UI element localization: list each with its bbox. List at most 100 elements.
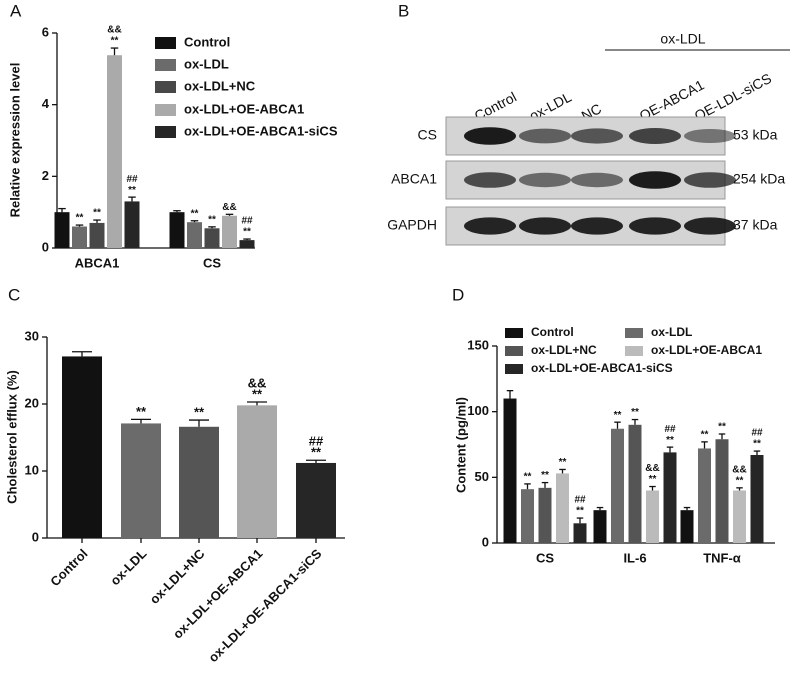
significance-mark: ** (576, 506, 584, 517)
legend-swatch (625, 346, 643, 356)
band (684, 172, 736, 188)
size-label: 53 kDa (733, 127, 778, 143)
lane-label: OE-LDL-siCS (692, 70, 774, 124)
band (571, 172, 623, 188)
bar (611, 428, 624, 543)
bar (121, 423, 161, 538)
band (464, 217, 516, 235)
bar (573, 523, 587, 543)
x-tick-label: TNF-α (703, 550, 741, 565)
bar (222, 215, 237, 248)
bar (646, 490, 659, 543)
significance-mark: ** (128, 185, 136, 196)
bar (593, 510, 607, 543)
significance-mark: ## (241, 216, 253, 227)
significance-mark: ** (631, 407, 639, 418)
band (571, 128, 623, 144)
legend-label: ox-LDL+OE-ABCA1-siCS (531, 361, 673, 375)
significance-mark: && (732, 464, 746, 475)
x-tick-label: CS (203, 255, 221, 270)
y-tick-label: 0 (32, 529, 39, 544)
bar (698, 448, 711, 543)
band (464, 127, 516, 145)
bar (124, 201, 140, 248)
protein-label: GAPDH (387, 217, 437, 233)
band (571, 217, 623, 235)
legend-swatch (505, 328, 523, 338)
significance-mark: ## (751, 428, 763, 439)
band (464, 172, 516, 188)
y-tick-label: 100 (467, 403, 489, 418)
significance-mark: ** (736, 475, 744, 486)
x-tick-label: CS (536, 550, 554, 565)
y-tick-label: 0 (482, 534, 489, 549)
band (519, 128, 571, 144)
significance-mark: ** (136, 404, 147, 419)
significance-mark: ## (664, 424, 676, 435)
bar (628, 424, 642, 543)
y-tick-label: 4 (42, 96, 50, 111)
bar (521, 489, 534, 543)
significance-mark: && (107, 25, 121, 36)
legend-swatch (625, 328, 643, 338)
legend-label: ox-LDL (651, 325, 692, 339)
bar (187, 222, 202, 248)
y-tick-label: 50 (475, 469, 489, 484)
protein-label: ABCA1 (391, 171, 437, 187)
legend-swatch (155, 104, 176, 116)
legend-label: Control (184, 34, 230, 49)
bar (204, 228, 220, 248)
legend-label: ox-LDL+OE-ABCA1 (184, 101, 304, 116)
legend-label: ox-LDL+OE-ABCA1-siCS (184, 123, 338, 138)
band (629, 171, 681, 189)
significance-mark: ** (524, 472, 532, 483)
significance-mark: ** (614, 410, 622, 421)
y-tick-label: 20 (25, 395, 39, 410)
y-tick-label: 6 (42, 24, 49, 39)
band (519, 217, 571, 235)
significance-mark: ## (126, 174, 138, 185)
legend-swatch (155, 126, 176, 138)
bar (62, 356, 102, 538)
y-tick-label: 150 (467, 337, 489, 352)
significance-mark: ** (76, 213, 84, 224)
significance-mark: ** (243, 227, 251, 238)
bar (239, 240, 255, 248)
panel-label: B (398, 1, 409, 20)
band (684, 217, 736, 235)
bar (680, 510, 694, 543)
significance-mark: ** (194, 405, 205, 420)
x-tick-label: Control (47, 546, 90, 589)
y-tick-label: 30 (25, 328, 39, 343)
y-axis-label: Content (pg/ml) (453, 397, 468, 493)
legend-swatch (155, 59, 176, 71)
significance-mark: && (248, 375, 267, 390)
x-tick-label: ABCA1 (75, 255, 120, 270)
x-tick-label: ox-LDL (107, 546, 149, 588)
bar (750, 455, 764, 543)
legend-label: Control (531, 325, 574, 339)
significance-mark: ** (311, 445, 322, 460)
significance-mark: ** (718, 422, 726, 433)
panel-label: D (452, 285, 464, 304)
group-label: ox-LDL (660, 31, 705, 47)
band (629, 217, 681, 235)
bar (179, 426, 219, 538)
significance-mark: ** (559, 457, 567, 468)
bar (169, 212, 185, 248)
significance-mark: ** (701, 430, 709, 441)
legend-label: ox-LDL+NC (531, 343, 597, 357)
significance-mark: ## (309, 434, 324, 449)
x-tick-label: ox-LDL+OE-ABCA1-siCS (205, 546, 324, 665)
y-tick-label: 0 (42, 239, 49, 254)
significance-mark: ** (252, 386, 263, 401)
bar (538, 487, 552, 543)
bar (107, 55, 122, 248)
x-tick-label: IL-6 (623, 550, 646, 565)
significance-mark: ** (753, 439, 761, 450)
bar (663, 452, 677, 543)
significance-mark: && (645, 463, 659, 474)
legend-swatch (155, 37, 176, 49)
bar (296, 462, 336, 538)
